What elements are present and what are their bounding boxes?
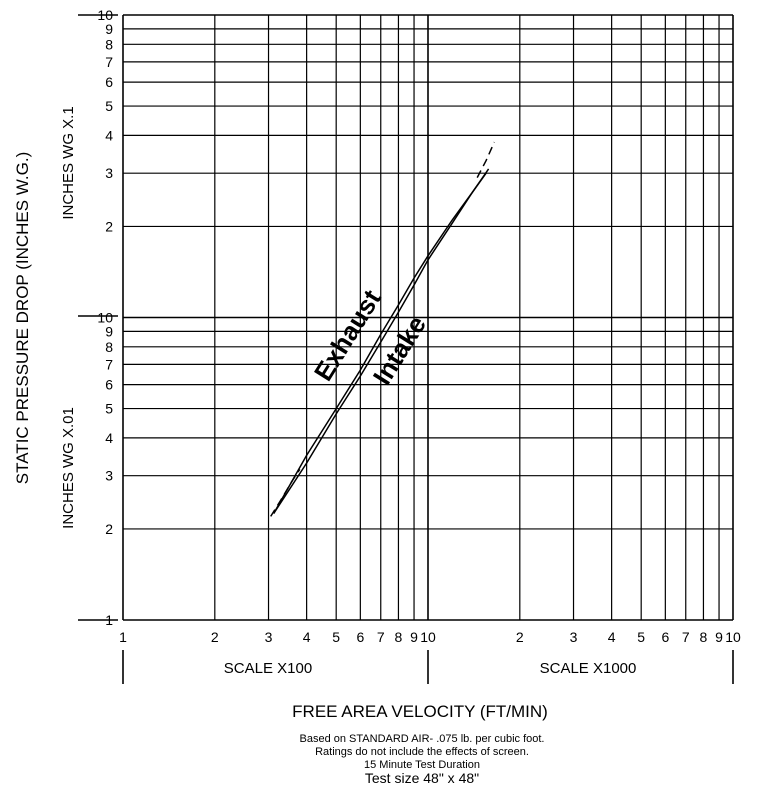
chart-grid xyxy=(78,14,734,684)
y-section-label-lower: INCHES WG X.01 xyxy=(60,407,77,529)
note-test-size: Test size 48" x 48" xyxy=(365,770,479,786)
x-tick-label: 3 xyxy=(265,629,273,645)
y-tick-label: 1 xyxy=(105,612,113,628)
x-tick-label: 2 xyxy=(516,629,524,645)
series-lines xyxy=(270,141,495,517)
y-tick-label: 10 xyxy=(97,7,113,23)
x-tick-label: 8 xyxy=(700,629,708,645)
y-tick-label: 3 xyxy=(105,165,113,181)
note-test-duration: 15 Minute Test Duration xyxy=(364,759,480,771)
x-tick-label: 9 xyxy=(410,629,418,645)
x-tick-label: 9 xyxy=(715,629,723,645)
series-line-dashed xyxy=(476,141,495,178)
y-tick-label: 9 xyxy=(105,21,113,37)
y-section-label-upper: INCHES WG X.1 xyxy=(60,106,77,219)
x-tick-label: 10 xyxy=(420,629,436,645)
y-tick-label: 7 xyxy=(105,54,113,70)
y-tick-label: 10 xyxy=(97,310,113,326)
x-tick-label: 5 xyxy=(332,629,340,645)
series-line-dashed xyxy=(270,468,301,517)
y-tick-label: 4 xyxy=(105,430,113,446)
x-tick-label: 4 xyxy=(608,629,616,645)
x-tick-label: 5 xyxy=(637,629,645,645)
x-section-label-left: SCALE X100 xyxy=(224,660,312,677)
y-tick-label: 3 xyxy=(105,468,113,484)
y-tick-label: 7 xyxy=(105,356,113,372)
y-tick-label: 8 xyxy=(105,36,113,52)
x-tick-labels: 1 2 3 4 5 6 7 8 9 10 2 3 4 5 6 7 8 9 10 xyxy=(119,629,741,645)
note-screen: Ratings do not include the effects of sc… xyxy=(315,746,529,758)
y-tick-label: 4 xyxy=(105,127,113,143)
x-tick-label: 1 xyxy=(119,629,127,645)
y-tick-label: 5 xyxy=(105,401,113,417)
y-tick-label: 2 xyxy=(105,521,113,537)
series-line-exhaust xyxy=(273,172,487,514)
y-tick-label: 6 xyxy=(105,377,113,393)
y-tick-label: 6 xyxy=(105,74,113,90)
x-tick-label: 6 xyxy=(356,629,364,645)
x-tick-label: 6 xyxy=(661,629,669,645)
x-tick-label: 2 xyxy=(211,629,219,645)
x-tick-label: 7 xyxy=(682,629,690,645)
note-standard-air: Based on STANDARD AIR- .075 lb. per cubi… xyxy=(300,733,545,745)
y-tick-label: 2 xyxy=(105,218,113,234)
x-tick-label: 3 xyxy=(570,629,578,645)
x-tick-label: 10 xyxy=(725,629,741,645)
x-tick-label: 8 xyxy=(395,629,403,645)
y-tick-label: 5 xyxy=(105,98,113,114)
x-tick-label: 4 xyxy=(303,629,311,645)
y-axis-title: STATIC PRESSURE DROP (INCHES W.G.) xyxy=(13,152,32,484)
series-line-intake xyxy=(273,168,490,514)
x-axis-title: FREE AREA VELOCITY (FT/MIN) xyxy=(292,702,548,721)
y-tick-label: 9 xyxy=(105,323,113,339)
x-tick-label: 7 xyxy=(377,629,385,645)
y-tick-label: 8 xyxy=(105,339,113,355)
x-section-label-right: SCALE X1000 xyxy=(540,660,637,677)
